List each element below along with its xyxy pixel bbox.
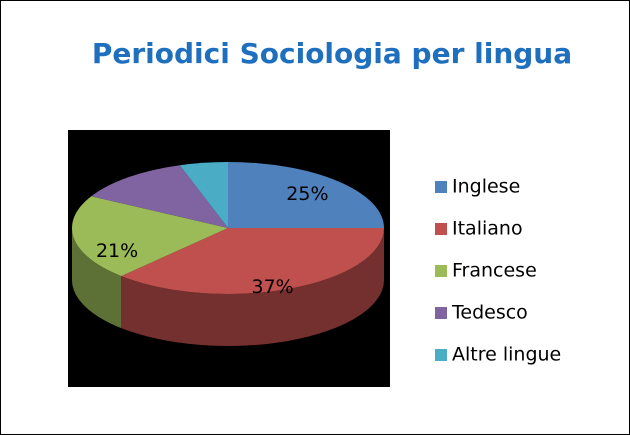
legend-label: Tedesco — [451, 302, 528, 324]
legend-swatch — [435, 349, 447, 361]
slice-side — [121, 228, 384, 347]
legend-swatch — [435, 223, 447, 235]
legend-label: Italiano — [452, 218, 523, 240]
legend-swatch — [435, 181, 447, 193]
slice — [91, 165, 228, 228]
data-label: 21% — [96, 240, 138, 262]
legend-swatch — [435, 307, 447, 319]
data-label: 25% — [286, 183, 328, 205]
legend-label: Francese — [452, 260, 537, 282]
slice — [228, 162, 384, 228]
slice-side — [72, 228, 122, 329]
chart-title: Periodici Sociologia per lingua — [92, 37, 572, 70]
slice — [72, 196, 228, 277]
slice — [121, 228, 384, 294]
legend-label: Altre lingue — [452, 344, 561, 366]
data-label: 37% — [251, 276, 293, 298]
legend-swatch — [435, 265, 447, 277]
legend-label: Inglese — [452, 176, 520, 198]
slice — [179, 162, 228, 228]
